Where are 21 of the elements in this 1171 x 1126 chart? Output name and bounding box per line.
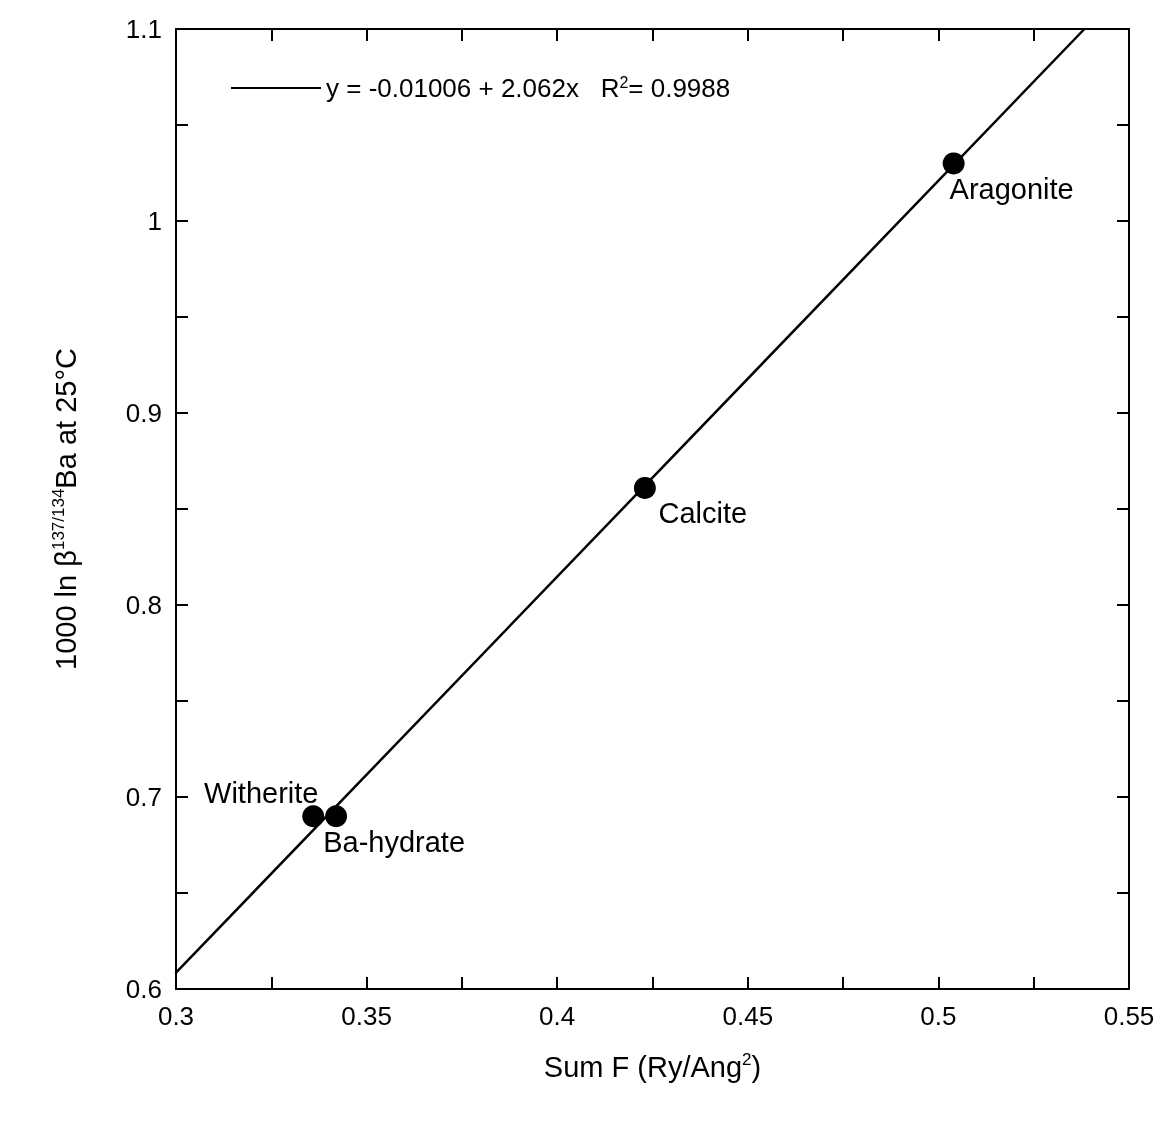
y-tick-label: 1.1 <box>125 14 162 44</box>
x-tick-label: 0.55 <box>1103 1001 1155 1031</box>
y-tick-label: 1 <box>147 206 162 236</box>
x-tick-label: 0.5 <box>920 1001 957 1031</box>
point <box>633 476 656 499</box>
y-axis-title: 1000 ln β137/134Ba at 25°C <box>49 348 82 670</box>
point <box>302 805 325 828</box>
x-tick-label: 0.35 <box>341 1001 392 1031</box>
y-tick-label: 0.6 <box>125 974 162 1004</box>
annotation: Aragonite <box>949 172 1074 205</box>
annotation: Calcite <box>658 497 748 530</box>
x-tick-label: 0.45 <box>722 1001 774 1031</box>
point <box>942 152 965 175</box>
y-tick-label: 0.8 <box>125 590 162 620</box>
point <box>325 805 348 828</box>
annotation: Ba-hydrate <box>323 825 466 858</box>
x-tick-label: 0.4 <box>539 1001 576 1031</box>
y-tick-label: 0.7 <box>125 782 162 812</box>
annotation: Witherite <box>204 776 319 809</box>
x-tick-label: 0.3 <box>157 1001 195 1031</box>
y-tick-label: 0.9 <box>125 398 162 428</box>
